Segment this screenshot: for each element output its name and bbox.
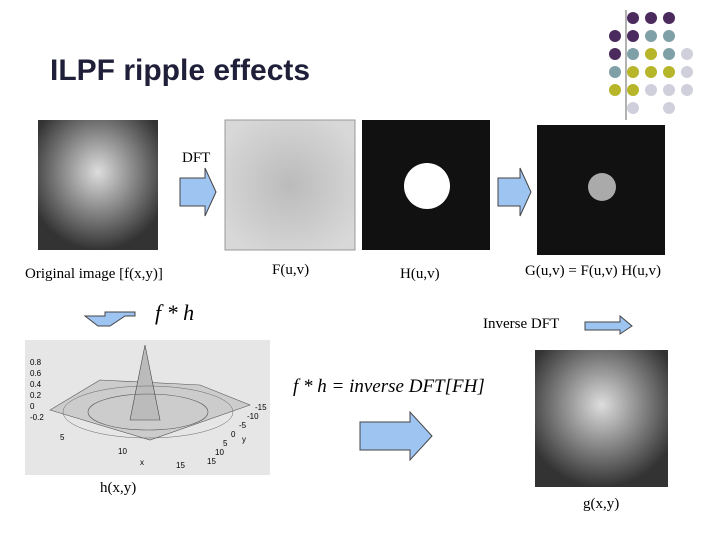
- plot-tick: 0: [231, 430, 236, 439]
- plot-tick: 0.6: [30, 369, 42, 378]
- plot-tick: 0.2: [30, 391, 42, 400]
- plot-tick: 0.4: [30, 380, 42, 389]
- label: g(x,y): [583, 496, 619, 512]
- plot-tick: 0: [30, 402, 35, 411]
- surface-plot-image: [25, 340, 270, 475]
- result-image: [535, 350, 668, 487]
- plot-tick: 0.8: [30, 358, 42, 367]
- spectrum-image: [224, 119, 356, 251]
- plot-axis-label: y: [242, 435, 246, 444]
- filtered-spectrum-image: [537, 125, 665, 255]
- plot-axis-label: x: [140, 458, 144, 467]
- arrow: [179, 167, 217, 217]
- formula: f * h = inverse DFT[FH]: [293, 376, 485, 397]
- label: f * h: [155, 300, 194, 325]
- label: H(u,v): [400, 266, 440, 282]
- decor-dots: [609, 10, 693, 120]
- original-image: [38, 120, 158, 250]
- label: F(u,v): [272, 262, 309, 278]
- label: DFT: [182, 150, 210, 166]
- plot-tick: 10: [118, 447, 127, 456]
- plot-tick: -10: [247, 412, 259, 421]
- plot-tick: -15: [255, 403, 267, 412]
- arrow: [83, 311, 136, 327]
- plot-tick: 5: [60, 433, 65, 442]
- title: ILPF ripple effects: [50, 54, 310, 87]
- plot-tick: 5: [223, 439, 228, 448]
- arrow: [497, 167, 532, 217]
- plot-tick: -0.2: [30, 413, 44, 422]
- label: h(x,y): [100, 480, 136, 496]
- label: Inverse DFT: [483, 316, 559, 332]
- label: Original image [f(x,y)]: [25, 266, 163, 282]
- plot-tick: -5: [239, 421, 247, 430]
- plot-tick: 10: [215, 448, 224, 457]
- label: G(u,v) = F(u,v) H(u,v): [525, 263, 661, 279]
- filter-image: [362, 120, 490, 250]
- arrow: [584, 314, 633, 335]
- plot-tick: 15: [207, 457, 216, 466]
- arrow: [359, 410, 433, 462]
- plot-tick: 15: [176, 461, 185, 470]
